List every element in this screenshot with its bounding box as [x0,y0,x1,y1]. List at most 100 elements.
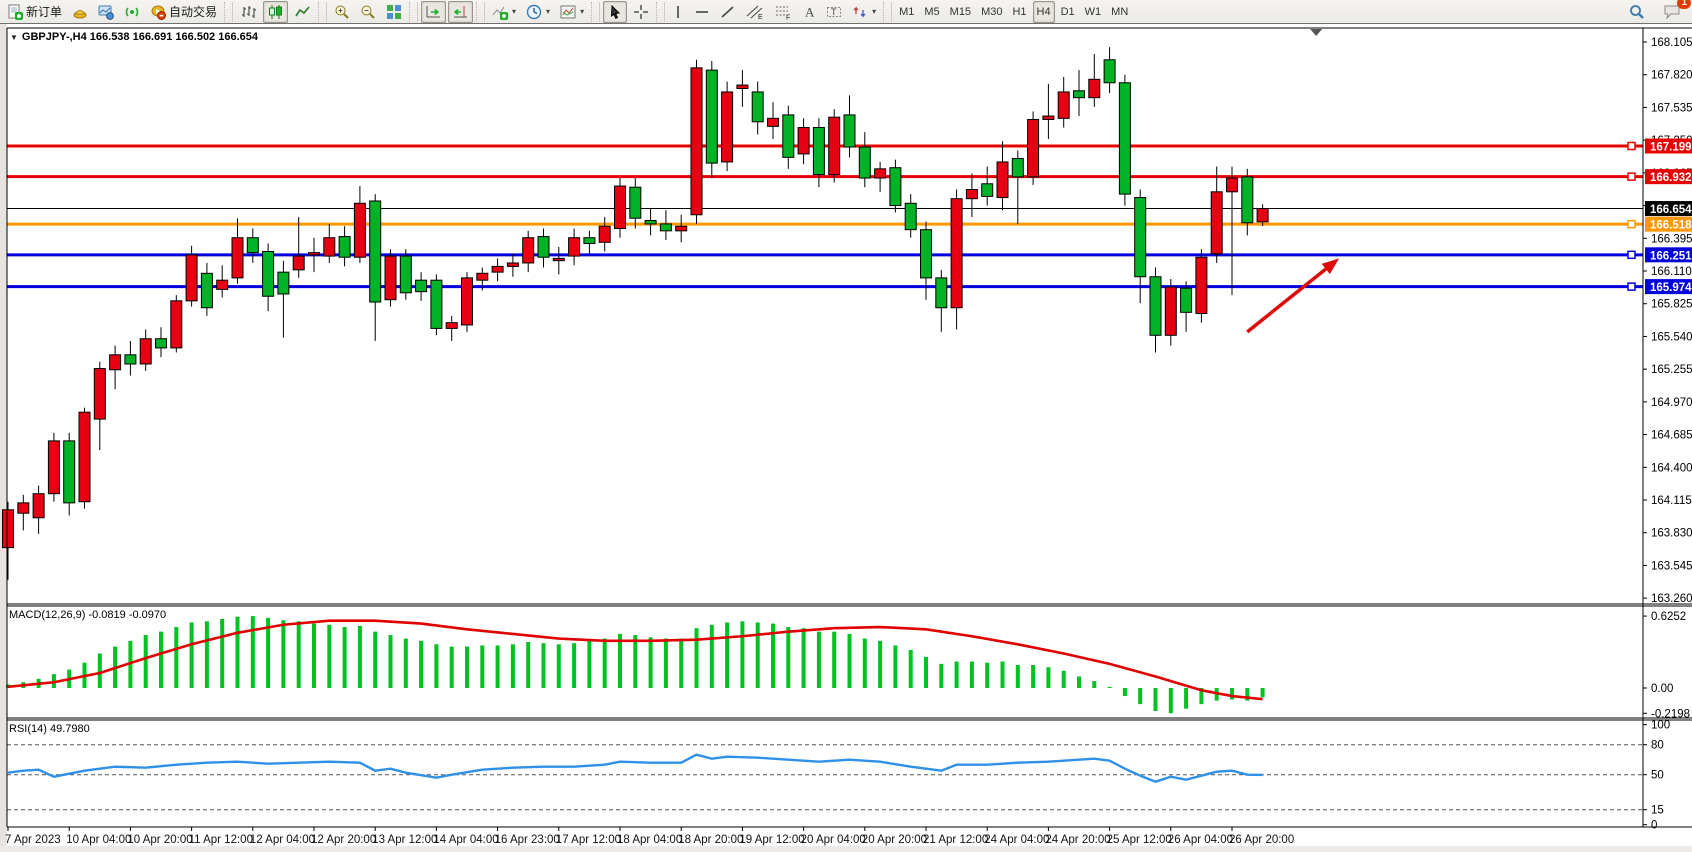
svg-text:80: 80 [1651,740,1664,752]
zoom-in-button[interactable] [330,1,354,23]
tf-m1-button[interactable]: M1 [895,1,918,23]
dropdown-caret-icon[interactable]: ▾ [512,7,517,16]
macd-bar [1153,687,1158,711]
arrow-annotation-shaft[interactable] [1246,267,1327,334]
macd-bar [633,635,638,688]
candle-body [736,84,749,89]
arrow-annotation-head[interactable] [1321,258,1340,275]
channel-button[interactable]: E [742,1,768,23]
fibonacci-button[interactable]: F [770,1,796,23]
macd-bar [281,620,286,688]
text-label-button[interactable]: T [822,1,846,23]
hline-handle[interactable] [1627,250,1636,260]
candle-body [445,322,458,329]
candle-body [675,225,688,232]
candlestick-chart-button[interactable] [263,0,289,23]
candle-body [476,272,489,281]
horizontal-line-button[interactable] [690,1,714,23]
line-chart-button[interactable] [290,1,315,23]
bar-chart-button[interactable] [236,1,261,23]
svg-text:24 Apr 20:00: 24 Apr 20:00 [1045,834,1110,846]
svg-text:18 Apr 04:00: 18 Apr 04:00 [617,834,682,846]
tf-h4-button[interactable]: H4 [1032,0,1055,23]
hline-handle[interactable] [1627,219,1636,229]
dropdown-caret-icon[interactable]: ▾ [580,7,585,16]
candle-body [1256,208,1269,223]
tf-m30-button[interactable]: M30 [977,1,1006,23]
candle-body [659,223,672,232]
tf-mn-button[interactable]: MN [1107,1,1132,23]
tf-d1-button[interactable]: D1 [1057,1,1079,23]
arrow-tools-icon [852,4,868,20]
svg-text:163.260: 163.260 [1651,593,1692,605]
signals-button[interactable] [120,1,144,23]
macd-bar [878,640,883,688]
candle-body [1210,191,1223,255]
hline-handle[interactable] [1627,282,1636,291]
svg-text:19 Apr 12:00: 19 Apr 12:00 [739,834,804,846]
dropdown-caret-icon[interactable]: ▾ [872,7,877,16]
macd-bar [1031,664,1036,688]
vertical-line-button[interactable] [668,1,688,23]
tf-w1-button-label: W1 [1084,5,1102,18]
crosshair-icon [633,4,649,20]
price-axis[interactable]: 168.105167.820167.535167.250166.965166.6… [1643,37,1692,605]
new-order-button[interactable]: 新订单 [3,1,66,23]
hline-handle[interactable] [1627,141,1636,151]
svg-text:F: F [786,14,790,20]
svg-text:12 Apr 20:00: 12 Apr 20:00 [311,834,376,846]
macd-bar [1168,687,1173,714]
macd-bar [403,638,408,688]
text-button[interactable]: A [798,1,820,23]
cursor-button[interactable] [603,0,628,23]
candle-body [996,161,1009,199]
candle-body [32,493,45,519]
arrows-button[interactable]: ▾ [848,1,880,23]
macd-bar [495,645,500,688]
hline-handle[interactable] [1627,172,1636,181]
tile-windows-button[interactable] [382,1,406,23]
indicators-button[interactable]: ▾ [488,1,520,23]
dropdown-caret-icon[interactable]: ▾ [546,7,551,16]
macd-bar [893,645,898,688]
macd-bar [679,638,684,688]
trendline-button[interactable] [716,1,740,23]
periods-button[interactable]: ▾ [522,1,554,23]
chart-canvas[interactable]: 168.105167.820167.535167.250166.965166.6… [0,24,1692,852]
macd-bar [373,631,378,688]
zoom-out-icon [360,4,376,20]
chart-shift-marker[interactable] [1310,29,1323,36]
tf-m15-button[interactable]: M15 [946,1,975,23]
chart-title: ▼ GBPJPY-,H4 166.538 166.691 166.502 166… [10,31,258,43]
candle-body [1149,276,1162,336]
chat-button[interactable]: 1 [1659,0,1691,23]
gold-icon-button[interactable] [68,1,92,23]
candle-body [614,185,626,230]
macd-bar [1245,687,1250,701]
crosshair-button[interactable] [629,1,653,23]
svg-text:164.400: 164.400 [1651,462,1692,474]
candle-body [981,183,994,197]
tf-m5-button-label: M5 [924,5,940,18]
web-terminal-button[interactable] [94,1,118,23]
macd-bar [1184,687,1189,709]
one-click-dropdown-icon[interactable]: ▼ [10,32,18,42]
tf-m5-button[interactable]: M5 [920,1,943,23]
candle-body [721,91,734,163]
autotrading-button[interactable]: 自动交易 [146,1,221,23]
svg-text:166.518: 166.518 [1650,220,1692,232]
tf-w1-button[interactable]: W1 [1081,1,1106,23]
candle-body [231,237,244,279]
tile-windows-icon [386,4,402,20]
templates-button[interactable]: ▾ [556,1,588,23]
tf-h1-button[interactable]: H1 [1008,1,1030,23]
svg-text:-0.2198: -0.2198 [1651,708,1690,720]
macd-bar [312,623,316,688]
auto-scroll-button[interactable] [421,0,447,23]
chart-window[interactable]: 168.105167.820167.535167.250166.965166.6… [0,24,1692,852]
search-button[interactable] [1625,1,1649,23]
chart-shift-button[interactable] [448,0,474,23]
zoom-out-button[interactable] [356,1,380,23]
toolbar-separator [883,1,893,22]
